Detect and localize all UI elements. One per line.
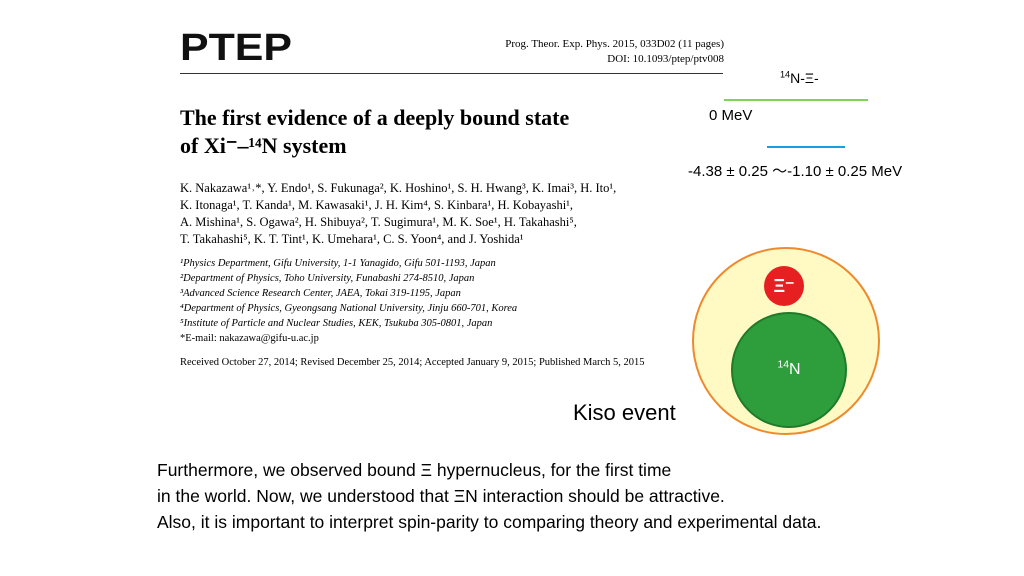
paper-title-line-2: of Xi⁻–¹⁴N system bbox=[180, 133, 347, 158]
nucleus-mass-number: 14 bbox=[777, 359, 789, 371]
journal-reference: Prog. Theor. Exp. Phys. 2015, 033D02 (11… bbox=[424, 37, 724, 67]
doi-line: DOI: 10.1093/ptep/ptv008 bbox=[607, 53, 724, 65]
threshold-label: 0 MeV bbox=[709, 107, 753, 124]
header-rule bbox=[180, 73, 723, 74]
nucleus-circle: 14N bbox=[731, 312, 847, 428]
author-line: A. Mishina¹, S. Ogawa², H. Shibuya², T. … bbox=[180, 215, 577, 229]
affiliation: ⁵Institute of Particle and Nuclear Studi… bbox=[180, 318, 493, 329]
nucleus-label: 14N bbox=[777, 359, 801, 379]
paper-title: The first evidence of a deeply bound sta… bbox=[180, 104, 569, 160]
system-mass-number: 14 bbox=[780, 69, 791, 80]
affiliation-list: ¹Physics Department, Gifu University, 1-… bbox=[180, 256, 700, 346]
author-list: K. Nakazawa¹˒*, Y. Endo¹, S. Fukunaga², … bbox=[180, 180, 700, 248]
paper-title-line-1: The first evidence of a deeply bound sta… bbox=[180, 105, 570, 130]
binding-energy-label: -4.38 ± 0.25 ～-1.10 ± 0.25 MeV bbox=[688, 163, 903, 180]
system-label: 14N-Ξ- bbox=[780, 70, 819, 86]
summary-line: in the world. Now, we understood that ΞN… bbox=[157, 486, 725, 506]
event-label: Kiso event bbox=[573, 400, 676, 425]
author-line: K. Itonaga¹, T. Kanda¹, M. Kawasaki¹, J.… bbox=[180, 198, 574, 212]
xi-particle-circle: Ξ⁻ bbox=[764, 266, 804, 306]
received-dates: Received October 27, 2014; Revised Decem… bbox=[180, 357, 645, 368]
threshold-level-line bbox=[724, 99, 868, 101]
author-line: K. Nakazawa¹˒*, Y. Endo¹, S. Fukunaga², … bbox=[180, 181, 617, 195]
affiliation: ⁴Department of Physics, Gyeongsang Natio… bbox=[180, 303, 518, 314]
summary-line: Furthermore, we observed bound Ξ hypernu… bbox=[157, 460, 672, 480]
bound-level-line bbox=[767, 146, 845, 148]
journal-line: Prog. Theor. Exp. Phys. 2015, 033D02 (11… bbox=[505, 38, 724, 50]
ptep-logo-text: PTEP bbox=[180, 30, 292, 66]
summary-line: Also, it is important to interpret spin-… bbox=[157, 512, 822, 532]
ptep-logo: PTEP bbox=[180, 30, 292, 66]
summary-text: Furthermore, we observed bound Ξ hypernu… bbox=[157, 457, 821, 535]
affiliation: ³Advanced Science Research Center, JAEA,… bbox=[180, 288, 461, 299]
system-label-text: N-Ξ- bbox=[790, 70, 819, 86]
contact-email: *E-mail: nakazawa@gifu-u.ac.jp bbox=[180, 333, 319, 344]
affiliation: ¹Physics Department, Gifu University, 1-… bbox=[180, 258, 496, 269]
author-line: T. Takahashi⁵, K. T. Tint¹, K. Umehara¹,… bbox=[180, 232, 524, 246]
xi-particle-label: Ξ⁻ bbox=[773, 275, 795, 296]
nucleus-symbol: N bbox=[789, 361, 801, 378]
affiliation: ²Department of Physics, Toho University,… bbox=[180, 273, 475, 284]
